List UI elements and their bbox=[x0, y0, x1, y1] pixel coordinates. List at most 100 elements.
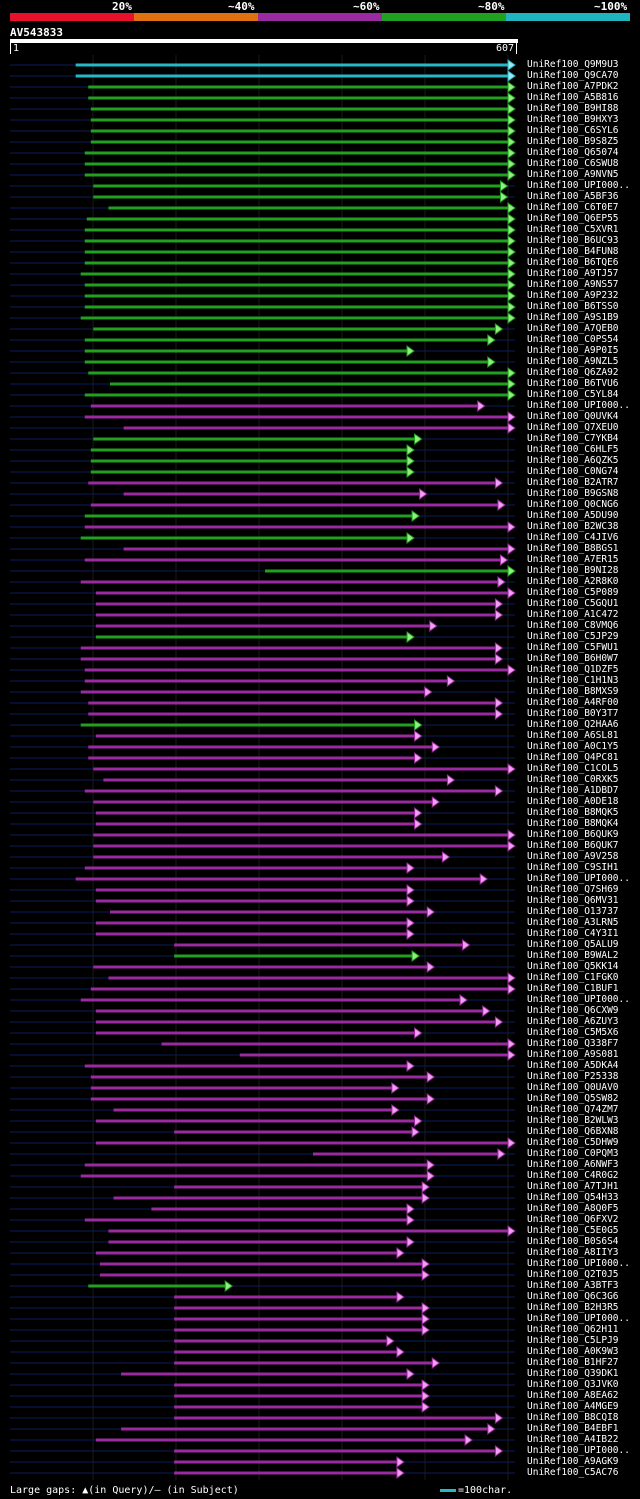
hit-label[interactable]: UniRef100_B9HI88 bbox=[527, 103, 619, 114]
hit-label[interactable]: UniRef100_A9NS57 bbox=[527, 279, 619, 290]
hit-label[interactable]: UniRef100_B9WAL2 bbox=[527, 950, 619, 961]
hit-label[interactable]: UniRef100_Q4PC81 bbox=[527, 752, 619, 763]
hit-label[interactable]: UniRef100_B6QUK9 bbox=[527, 829, 619, 840]
hit-label[interactable]: UniRef100_A5DKA4 bbox=[527, 1060, 619, 1071]
hit-label[interactable]: UniRef100_B8CQI8 bbox=[527, 1412, 619, 1423]
hit-label[interactable]: UniRef100_B4EBF1 bbox=[527, 1423, 619, 1434]
hit-label[interactable]: UniRef100_B8MQK5 bbox=[527, 807, 619, 818]
hit-label[interactable]: UniRef100_C5AC76 bbox=[527, 1467, 619, 1478]
hit-label[interactable]: UniRef100_Q9M9U3 bbox=[527, 59, 619, 70]
hit-label[interactable]: UniRef100_C5YL84 bbox=[527, 389, 619, 400]
hit-label[interactable]: UniRef100_Q74ZM7 bbox=[527, 1104, 619, 1115]
hit-label[interactable]: UniRef100_A0K9W3 bbox=[527, 1346, 619, 1357]
hit-label[interactable]: UniRef100_Q54H33 bbox=[527, 1192, 619, 1203]
hit-label[interactable]: UniRef100_UPI000.. bbox=[527, 180, 630, 191]
hit-label[interactable]: UniRef100_A9NVN5 bbox=[527, 169, 619, 180]
hit-label[interactable]: UniRef100_A8EA62 bbox=[527, 1390, 619, 1401]
hit-label[interactable]: UniRef100_C0PS54 bbox=[527, 334, 619, 345]
hit-label[interactable]: UniRef100_A5DU90 bbox=[527, 510, 619, 521]
hit-label[interactable]: UniRef100_UPI000.. bbox=[527, 1313, 630, 1324]
hit-label[interactable]: UniRef100_C0NG74 bbox=[527, 466, 619, 477]
hit-label[interactable]: UniRef100_B9S8Z5 bbox=[527, 136, 619, 147]
hit-label[interactable]: UniRef100_B6UC93 bbox=[527, 235, 619, 246]
hit-label[interactable]: UniRef100_UPI000.. bbox=[527, 994, 630, 1005]
hit-label[interactable]: UniRef100_C1H1N3 bbox=[527, 675, 619, 686]
hit-label[interactable]: UniRef100_O13737 bbox=[527, 906, 619, 917]
hit-label[interactable]: UniRef100_B1HF27 bbox=[527, 1357, 619, 1368]
hit-label[interactable]: UniRef100_B2ATR7 bbox=[527, 477, 619, 488]
hit-label[interactable]: UniRef100_Q338F7 bbox=[527, 1038, 619, 1049]
hit-label[interactable]: UniRef100_Q39DK1 bbox=[527, 1368, 619, 1379]
hit-label[interactable]: UniRef100_A9P232 bbox=[527, 290, 619, 301]
hit-label[interactable]: UniRef100_A3LRN5 bbox=[527, 917, 619, 928]
hit-label[interactable]: UniRef100_UPI000.. bbox=[527, 1445, 630, 1456]
hit-label[interactable]: UniRef100_UPI000.. bbox=[527, 1258, 630, 1269]
hit-label[interactable]: UniRef100_C1COL5 bbox=[527, 763, 619, 774]
hit-label[interactable]: UniRef100_A7PDK2 bbox=[527, 81, 619, 92]
hit-label[interactable]: UniRef100_B6TQE6 bbox=[527, 257, 619, 268]
hit-label[interactable]: UniRef100_UPI000.. bbox=[527, 400, 630, 411]
hit-label[interactable]: UniRef100_Q6MV31 bbox=[527, 895, 619, 906]
hit-label[interactable]: UniRef100_Q6ZA92 bbox=[527, 367, 619, 378]
hit-label[interactable]: UniRef100_B2WC38 bbox=[527, 521, 619, 532]
hit-label[interactable]: UniRef100_B8MQK4 bbox=[527, 818, 619, 829]
hit-label[interactable]: UniRef100_B0Y3T7 bbox=[527, 708, 619, 719]
hit-label[interactable]: UniRef100_Q5SW82 bbox=[527, 1093, 619, 1104]
hit-label[interactable]: UniRef100_C6HLF5 bbox=[527, 444, 619, 455]
hit-label[interactable]: UniRef100_A6NWF3 bbox=[527, 1159, 619, 1170]
hit-label[interactable]: UniRef100_Q7XEU0 bbox=[527, 422, 619, 433]
hit-label[interactable]: UniRef100_C4JIV6 bbox=[527, 532, 619, 543]
hit-label[interactable]: UniRef100_C5JP29 bbox=[527, 631, 619, 642]
hit-label[interactable]: UniRef100_C9SIH1 bbox=[527, 862, 619, 873]
hit-label[interactable]: UniRef100_B6H0W7 bbox=[527, 653, 619, 664]
hit-label[interactable]: UniRef100_A1DBD7 bbox=[527, 785, 619, 796]
hit-label[interactable]: UniRef100_A4RF00 bbox=[527, 697, 619, 708]
hit-label[interactable]: UniRef100_Q6C3G6 bbox=[527, 1291, 619, 1302]
hit-label[interactable]: UniRef100_B8BGS1 bbox=[527, 543, 619, 554]
hit-label[interactable]: UniRef100_Q6EP55 bbox=[527, 213, 619, 224]
hit-label[interactable]: UniRef100_A4IB22 bbox=[527, 1434, 619, 1445]
hit-label[interactable]: UniRef100_Q2T0J5 bbox=[527, 1269, 619, 1280]
hit-label[interactable]: UniRef100_A3BTF3 bbox=[527, 1280, 619, 1291]
hit-label[interactable]: UniRef100_P25338 bbox=[527, 1071, 619, 1082]
hit-label[interactable]: UniRef100_A9S1B9 bbox=[527, 312, 619, 323]
hit-label[interactable]: UniRef100_A7QEB0 bbox=[527, 323, 619, 334]
hit-label[interactable]: UniRef100_A6QZK5 bbox=[527, 455, 619, 466]
hit-label[interactable]: UniRef100_Q6FXV2 bbox=[527, 1214, 619, 1225]
hit-label[interactable]: UniRef100_C8VMQ6 bbox=[527, 620, 619, 631]
hit-label[interactable]: UniRef100_C5DHW9 bbox=[527, 1137, 619, 1148]
hit-label[interactable]: UniRef100_Q1DZF5 bbox=[527, 664, 619, 675]
hit-label[interactable]: UniRef100_C5XVR1 bbox=[527, 224, 619, 235]
hit-label[interactable]: UniRef100_A9S081 bbox=[527, 1049, 619, 1060]
hit-label[interactable]: UniRef100_Q2HAA6 bbox=[527, 719, 619, 730]
hit-label[interactable]: UniRef100_A9P0I5 bbox=[527, 345, 619, 356]
hit-label[interactable]: UniRef100_B6QUK7 bbox=[527, 840, 619, 851]
hit-label[interactable]: UniRef100_C4R0G2 bbox=[527, 1170, 619, 1181]
hit-label[interactable]: UniRef100_B2WLW3 bbox=[527, 1115, 619, 1126]
hit-label[interactable]: UniRef100_B6TVU6 bbox=[527, 378, 619, 389]
hit-label[interactable]: UniRef100_A6SL81 bbox=[527, 730, 619, 741]
hit-label[interactable]: UniRef100_A8Q0F5 bbox=[527, 1203, 619, 1214]
hit-label[interactable]: UniRef100_C1FGK0 bbox=[527, 972, 619, 983]
hit-label[interactable]: UniRef100_C6T0E7 bbox=[527, 202, 619, 213]
hit-label[interactable]: UniRef100_Q62H11 bbox=[527, 1324, 619, 1335]
hit-label[interactable]: UniRef100_C0PQM3 bbox=[527, 1148, 619, 1159]
hit-label[interactable]: UniRef100_C5GQU1 bbox=[527, 598, 619, 609]
hit-label[interactable]: UniRef100_C6SWU8 bbox=[527, 158, 619, 169]
hit-label[interactable]: UniRef100_C6SYL6 bbox=[527, 125, 619, 136]
hit-label[interactable]: UniRef100_C7YKB4 bbox=[527, 433, 619, 444]
hit-label[interactable]: UniRef100_A2R8K0 bbox=[527, 576, 619, 587]
hit-label[interactable]: UniRef100_Q9CA70 bbox=[527, 70, 619, 81]
hit-label[interactable]: UniRef100_A7TJH1 bbox=[527, 1181, 619, 1192]
hit-label[interactable]: UniRef100_A5BF36 bbox=[527, 191, 619, 202]
hit-label[interactable]: UniRef100_C1BUF1 bbox=[527, 983, 619, 994]
hit-label[interactable]: UniRef100_Q7SH69 bbox=[527, 884, 619, 895]
hit-label[interactable]: UniRef100_A9AGK9 bbox=[527, 1456, 619, 1467]
hit-label[interactable]: UniRef100_A1C472 bbox=[527, 609, 619, 620]
hit-label[interactable]: UniRef100_Q0UAV0 bbox=[527, 1082, 619, 1093]
hit-label[interactable]: UniRef100_Q0UVK4 bbox=[527, 411, 619, 422]
hit-label[interactable]: UniRef100_Q6CXW9 bbox=[527, 1005, 619, 1016]
hit-label[interactable]: UniRef100_Q65074 bbox=[527, 147, 619, 158]
hit-label[interactable]: UniRef100_Q3JVK0 bbox=[527, 1379, 619, 1390]
hit-label[interactable]: UniRef100_A7ER15 bbox=[527, 554, 619, 565]
